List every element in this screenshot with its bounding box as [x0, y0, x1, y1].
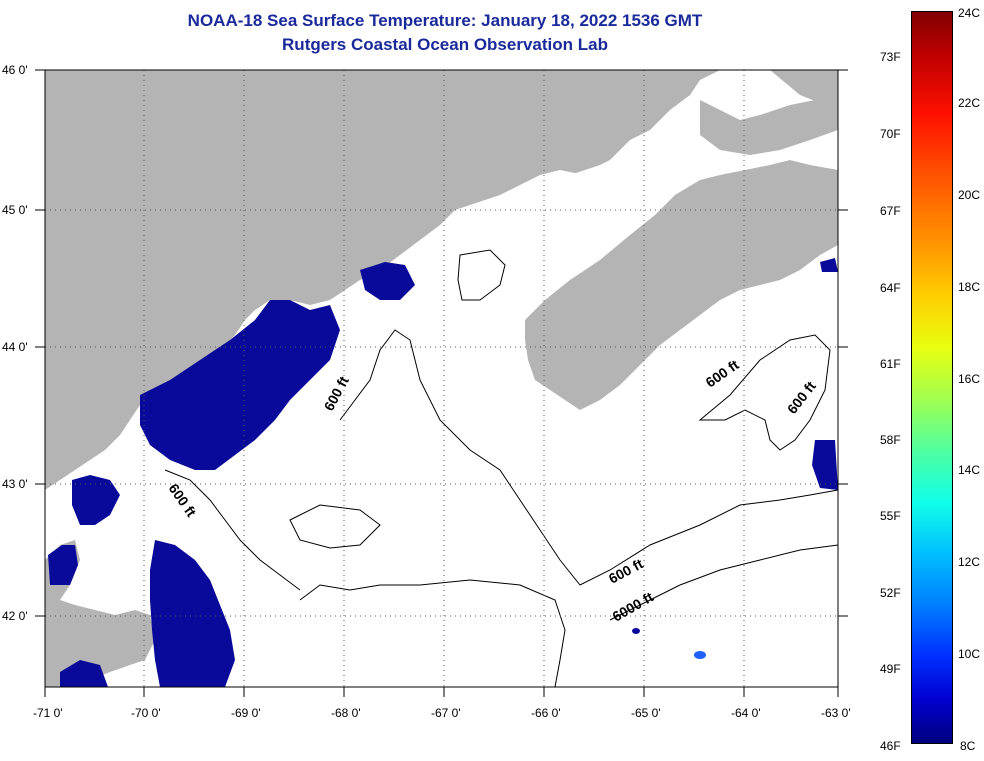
celsius-tick: 16C — [958, 372, 981, 386]
warm-eddy — [694, 651, 706, 659]
land-cape-breton — [700, 100, 838, 155]
fahrenheit-tick: 67F — [880, 204, 901, 218]
lat-label: 45 0' — [2, 203, 28, 217]
tick-marks — [35, 69, 848, 697]
celsius-tick: 20C — [958, 188, 981, 202]
map-frame — [44, 69, 839, 688]
lat-label: 42 0' — [2, 609, 28, 623]
fahrenheit-tick: 70F — [880, 127, 901, 141]
land-nova-scotia — [525, 160, 838, 410]
sst-map: 600 ft 600 ft 600 ft 600 ft 600 ft 6000 … — [35, 69, 848, 697]
map-subtitle: Rutgers Coastal Ocean Observation Lab — [282, 35, 608, 54]
celsius-tick: 10C — [958, 647, 981, 661]
lat-label: 44 0' — [2, 340, 28, 354]
lat-label: 46 0' — [2, 63, 28, 77]
lon-label: -63 0' — [821, 706, 851, 720]
cold-water-patches — [48, 258, 838, 687]
celsius-tick: 24C — [958, 6, 981, 20]
lon-label: -69 0' — [231, 706, 261, 720]
celsius-tick: 22C — [958, 96, 981, 110]
lon-label: -64 0' — [731, 706, 761, 720]
fahrenheit-tick: 49F — [880, 662, 901, 676]
fahrenheit-tick: 52F — [880, 586, 901, 600]
fahrenheit-tick: 58F — [880, 433, 901, 447]
fahrenheit-tick: 46F — [880, 739, 901, 753]
temperature-colorbar — [911, 11, 953, 744]
lat-label: 43 0' — [2, 477, 28, 491]
celsius-tick: 14C — [958, 463, 981, 477]
fahrenheit-tick: 73F — [880, 50, 901, 64]
lon-label: -66 0' — [531, 706, 561, 720]
bay-of-fundy — [490, 140, 665, 290]
lon-label: -67 0' — [431, 706, 461, 720]
celsius-tick: 8C — [960, 739, 976, 753]
cold-spot — [632, 628, 640, 634]
fahrenheit-tick: 61F — [880, 357, 901, 371]
celsius-tick: 18C — [958, 280, 981, 294]
lon-label: -70 0' — [131, 706, 161, 720]
lon-label: -68 0' — [331, 706, 361, 720]
fahrenheit-tick: 55F — [880, 509, 901, 523]
celsius-tick: 12C — [958, 555, 981, 569]
bathymetry-contours — [164, 249, 839, 688]
lon-label: -71 0' — [33, 706, 63, 720]
land-mainland — [45, 70, 838, 490]
lon-label: -65 0' — [631, 706, 661, 720]
map-title: NOAA-18 Sea Surface Temperature: January… — [187, 11, 703, 30]
graticule — [45, 70, 838, 687]
fahrenheit-tick: 64F — [880, 281, 901, 295]
